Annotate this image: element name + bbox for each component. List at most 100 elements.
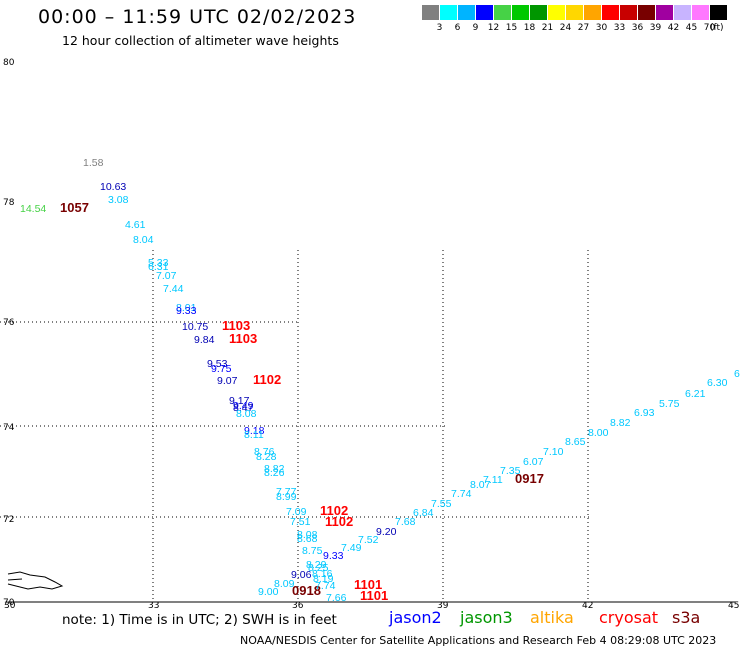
swatch-6 (530, 5, 547, 20)
wave-height-label: 7.51 (290, 516, 311, 528)
swatch-16 (710, 5, 727, 20)
scale-unit: (ft) (710, 23, 724, 33)
time-label: 1102 (325, 514, 353, 529)
wave-height-label: 8.82 (264, 463, 285, 475)
wave-height-label: 6.30 (707, 377, 728, 389)
wave-height-label: 7.66 (326, 592, 347, 604)
wave-height-label: 9.00 (258, 586, 279, 598)
wave-height-label: 8.09 (274, 578, 295, 590)
time-label: 1101 (354, 577, 382, 592)
scale-label: 42 (667, 23, 680, 33)
scale-label: 30 (595, 23, 608, 33)
lat-label: 74 (3, 423, 15, 433)
lon-label: 45 (728, 601, 740, 611)
wave-height-label: 6.07 (523, 456, 544, 468)
wave-height-label: 8.08 (236, 408, 257, 420)
wave-height-label: 8.47 (233, 402, 254, 414)
time-label: 1101 (360, 588, 388, 603)
scale-label: 39 (649, 23, 662, 33)
wave-height-label: 7.52 (358, 534, 379, 546)
wave-height-label: 7.74 (451, 488, 472, 500)
time-label: 1102 (253, 372, 281, 387)
wave-height-label: 9.33 (176, 305, 197, 317)
wave-height-label: 7.74 (315, 580, 336, 592)
wave-height-label: 8.08 (297, 529, 318, 541)
scale-label: 45 (685, 23, 698, 33)
wave-height-label: 7.11 (483, 474, 503, 486)
wave-height-label: 8.99 (276, 491, 297, 503)
wave-height-label: 9.20 (376, 526, 397, 538)
coastline (7, 571, 64, 590)
wave-height-label: 7.55 (431, 498, 452, 510)
swatch-9 (584, 5, 601, 20)
swatch-10 (602, 5, 619, 20)
wave-height-label: 9.75 (211, 363, 232, 375)
lat-label: 76 (3, 318, 15, 328)
wave-height-label: 8.68 (297, 533, 318, 545)
wave-height-label: 14.54 (20, 203, 46, 215)
time-label: 0918 (292, 583, 321, 598)
wave-height-label: 9.49 (233, 400, 254, 412)
wave-height-label: 8.19 (313, 573, 334, 585)
wave-height-label: 9.17 (229, 395, 250, 407)
wave-height-label: 7.07 (156, 270, 177, 282)
wave-height-label: 8.11 (244, 429, 264, 441)
wave-height-label: 8.07 (470, 479, 491, 491)
wave-height-label: 7.09 (286, 506, 307, 518)
wave-height-label: 9.33 (323, 550, 344, 562)
swatch-15 (692, 5, 709, 20)
scale-label: 6 (454, 23, 461, 33)
scale-label: 24 (559, 23, 572, 33)
wave-height-label: 4.61 (125, 219, 146, 231)
wave-height-label: 7.44 (163, 283, 184, 295)
wave-height-label: 9.18 (244, 425, 265, 437)
wave-height-label: 9.07 (217, 375, 238, 387)
swatch-14 (674, 5, 691, 20)
wave-height-label: 6.21 (685, 388, 706, 400)
wave-height-label: 7.10 (543, 446, 564, 458)
wave-height-label: 7.35 (500, 465, 521, 477)
wave-height-label: 5.75 (659, 398, 680, 410)
swatch-2 (458, 5, 475, 20)
lon-label: 42 (582, 601, 594, 611)
wave-height-label: 8.82 (610, 417, 631, 429)
satellite-jason2: jason2 (389, 608, 442, 627)
lat-label: 70 (3, 598, 15, 608)
wave-height-label: 8.26 (264, 467, 285, 479)
wave-height-label: 6.84 (413, 507, 434, 519)
swatch-7 (548, 5, 565, 20)
wave-height-label: 9.84 (194, 334, 215, 346)
wave-height-label: 8.29 (306, 559, 327, 571)
wave-height-label: 8.75 (302, 545, 323, 557)
wave-height-label: 6.31 (148, 261, 169, 273)
wave-height-label: 7.49 (341, 542, 362, 554)
scale-label: 36 (631, 23, 644, 33)
map-subtitle: 12 hour collection of altimeter wave hei… (62, 33, 339, 48)
wave-height-label: 8.01 (176, 302, 197, 314)
satellite-altika: altika (530, 608, 574, 627)
satellite-cryosat: cryosat (599, 608, 659, 627)
wave-height-label: 6.93 (634, 407, 655, 419)
lon-label: 36 (292, 601, 304, 611)
map-title: 00:00 – 11:59 UTC 02/02/2023 (38, 6, 357, 28)
wave-height-label: 8.00 (588, 427, 609, 439)
satellite-s3a: s3a (672, 608, 701, 627)
scale-label: 12 (487, 23, 500, 33)
graticule (0, 250, 590, 602)
wave-height-label: 7.68 (395, 516, 416, 528)
wave-height-label: 1.58 (83, 157, 104, 169)
wave-height-label: 7.77 (276, 486, 297, 498)
wave-height-label: 8.25 (308, 562, 329, 574)
scale-label: 9 (472, 23, 479, 33)
time-label: 1102 (320, 503, 348, 518)
scale-label: 15 (505, 23, 518, 33)
lon-label: 33 (148, 601, 160, 611)
lon-label: 39 (437, 601, 449, 611)
wave-height-label: 8.16 (312, 568, 333, 580)
lat-label: 78 (3, 198, 15, 208)
wave-height-label: 8.76 (254, 446, 275, 458)
wave-height-label: 8.04 (133, 234, 154, 246)
swatch-8 (566, 5, 583, 20)
swatch-3 (476, 5, 493, 20)
